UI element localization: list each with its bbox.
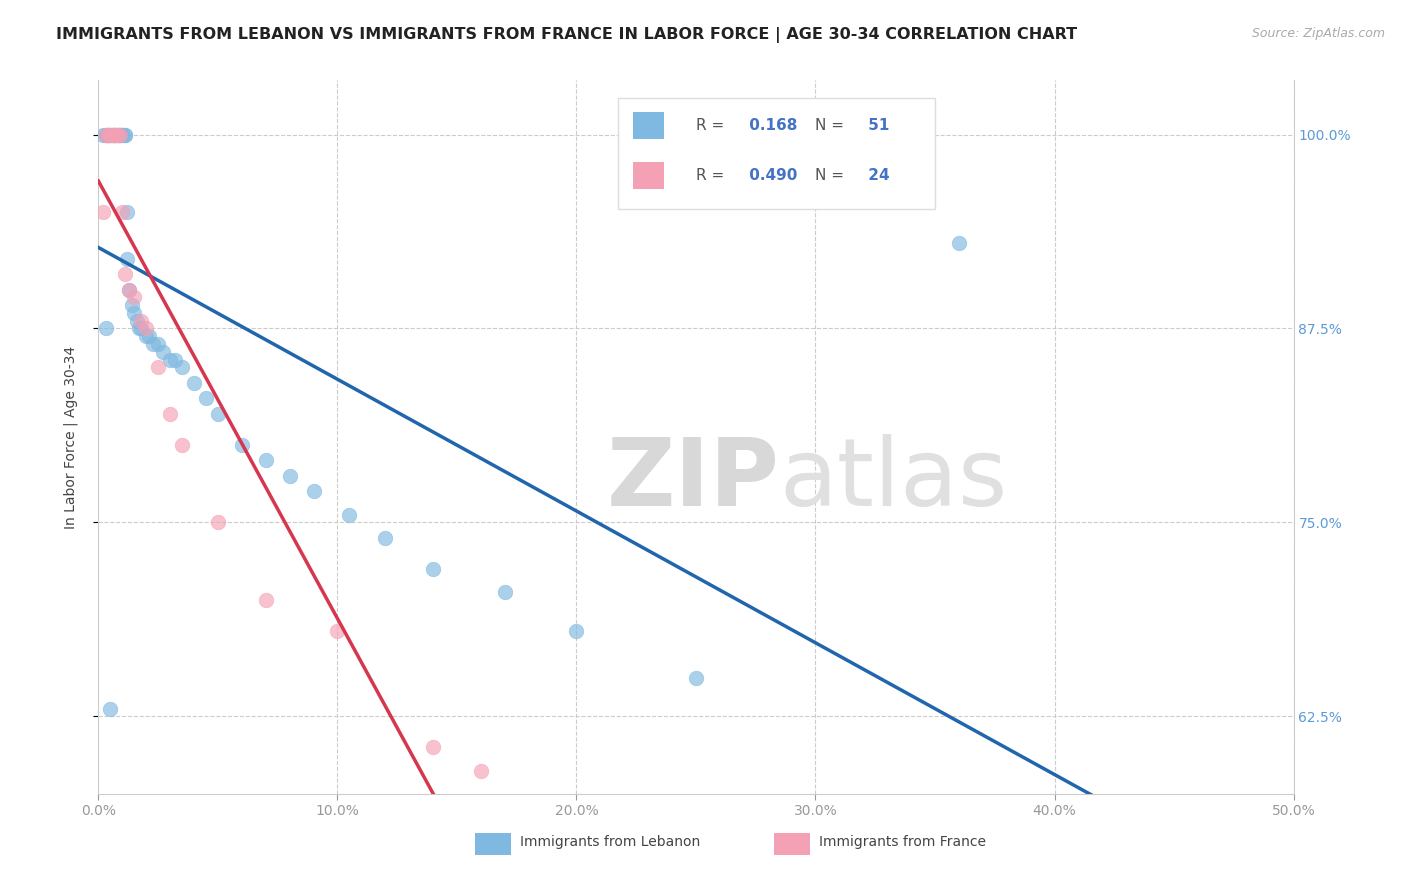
Text: IMMIGRANTS FROM LEBANON VS IMMIGRANTS FROM FRANCE IN LABOR FORCE | AGE 30-34 COR: IMMIGRANTS FROM LEBANON VS IMMIGRANTS FR…: [56, 27, 1077, 43]
Point: [104, 128, 127, 142]
Bar: [773, 833, 810, 855]
Text: 0.490: 0.490: [744, 168, 797, 183]
Text: R =: R =: [696, 118, 724, 133]
Text: 24: 24: [863, 168, 890, 183]
Point: [107, 128, 129, 142]
Point: [131, 314, 153, 328]
Point: [422, 740, 444, 755]
Point: [104, 128, 127, 142]
Point: [163, 352, 186, 367]
Point: [254, 593, 277, 607]
Point: [111, 205, 134, 219]
Point: [114, 128, 136, 142]
Point: [108, 128, 131, 142]
Point: [128, 321, 150, 335]
Point: [111, 128, 134, 142]
Bar: [633, 161, 665, 189]
Point: [254, 453, 277, 467]
Point: [115, 252, 138, 266]
Bar: [633, 112, 665, 139]
Text: atlas: atlas: [779, 434, 1008, 526]
Point: [231, 438, 253, 452]
Point: [172, 360, 194, 375]
Point: [135, 329, 157, 343]
Point: [111, 128, 134, 142]
Point: [94, 321, 117, 335]
Y-axis label: In Labor Force | Age 30-34: In Labor Force | Age 30-34: [63, 345, 77, 529]
Point: [101, 128, 124, 142]
Point: [148, 337, 170, 351]
Bar: [475, 833, 510, 855]
Point: [326, 624, 349, 638]
Point: [101, 128, 124, 142]
Point: [98, 701, 122, 715]
Text: ZIP: ZIP: [607, 434, 779, 526]
Point: [91, 205, 114, 219]
Point: [278, 468, 301, 483]
Point: [104, 128, 127, 142]
Point: [108, 128, 131, 142]
Point: [135, 321, 157, 335]
Point: [152, 344, 174, 359]
Point: [97, 128, 120, 142]
Point: [118, 283, 141, 297]
Point: [107, 128, 129, 142]
Point: [104, 128, 127, 142]
Point: [115, 205, 138, 219]
Point: [142, 337, 165, 351]
Text: R =: R =: [696, 168, 724, 183]
Point: [125, 314, 148, 328]
Text: N =: N =: [815, 168, 845, 183]
Point: [302, 484, 325, 499]
Point: [98, 128, 122, 142]
Point: [470, 764, 492, 778]
Text: 0.168: 0.168: [744, 118, 797, 133]
Point: [97, 128, 120, 142]
Point: [107, 128, 129, 142]
Point: [183, 376, 205, 390]
Point: [138, 329, 160, 343]
Point: [195, 392, 218, 406]
Point: [108, 128, 131, 142]
Point: [114, 267, 136, 281]
Text: Immigrants from France: Immigrants from France: [820, 836, 986, 849]
Text: Source: ZipAtlas.com: Source: ZipAtlas.com: [1251, 27, 1385, 40]
Point: [94, 128, 117, 142]
Point: [94, 128, 117, 142]
Point: [98, 128, 122, 142]
Point: [685, 671, 707, 685]
Point: [422, 562, 444, 576]
Point: [118, 283, 141, 297]
Text: 51: 51: [863, 118, 890, 133]
Point: [131, 321, 153, 335]
Point: [98, 128, 122, 142]
Point: [124, 306, 146, 320]
Point: [159, 407, 181, 421]
Point: [91, 128, 114, 142]
Point: [121, 298, 143, 312]
FancyBboxPatch shape: [619, 98, 935, 209]
Text: Immigrants from Lebanon: Immigrants from Lebanon: [520, 836, 700, 849]
Point: [159, 352, 181, 367]
Point: [114, 128, 136, 142]
Point: [374, 531, 396, 545]
Point: [207, 516, 229, 530]
Point: [948, 236, 970, 251]
Point: [494, 585, 516, 599]
Point: [124, 290, 146, 304]
Point: [148, 360, 170, 375]
Point: [94, 128, 117, 142]
Point: [565, 624, 588, 638]
Point: [101, 128, 124, 142]
Point: [172, 438, 194, 452]
Point: [101, 128, 124, 142]
Text: N =: N =: [815, 118, 845, 133]
Point: [97, 128, 120, 142]
Point: [339, 508, 361, 522]
Point: [207, 407, 229, 421]
